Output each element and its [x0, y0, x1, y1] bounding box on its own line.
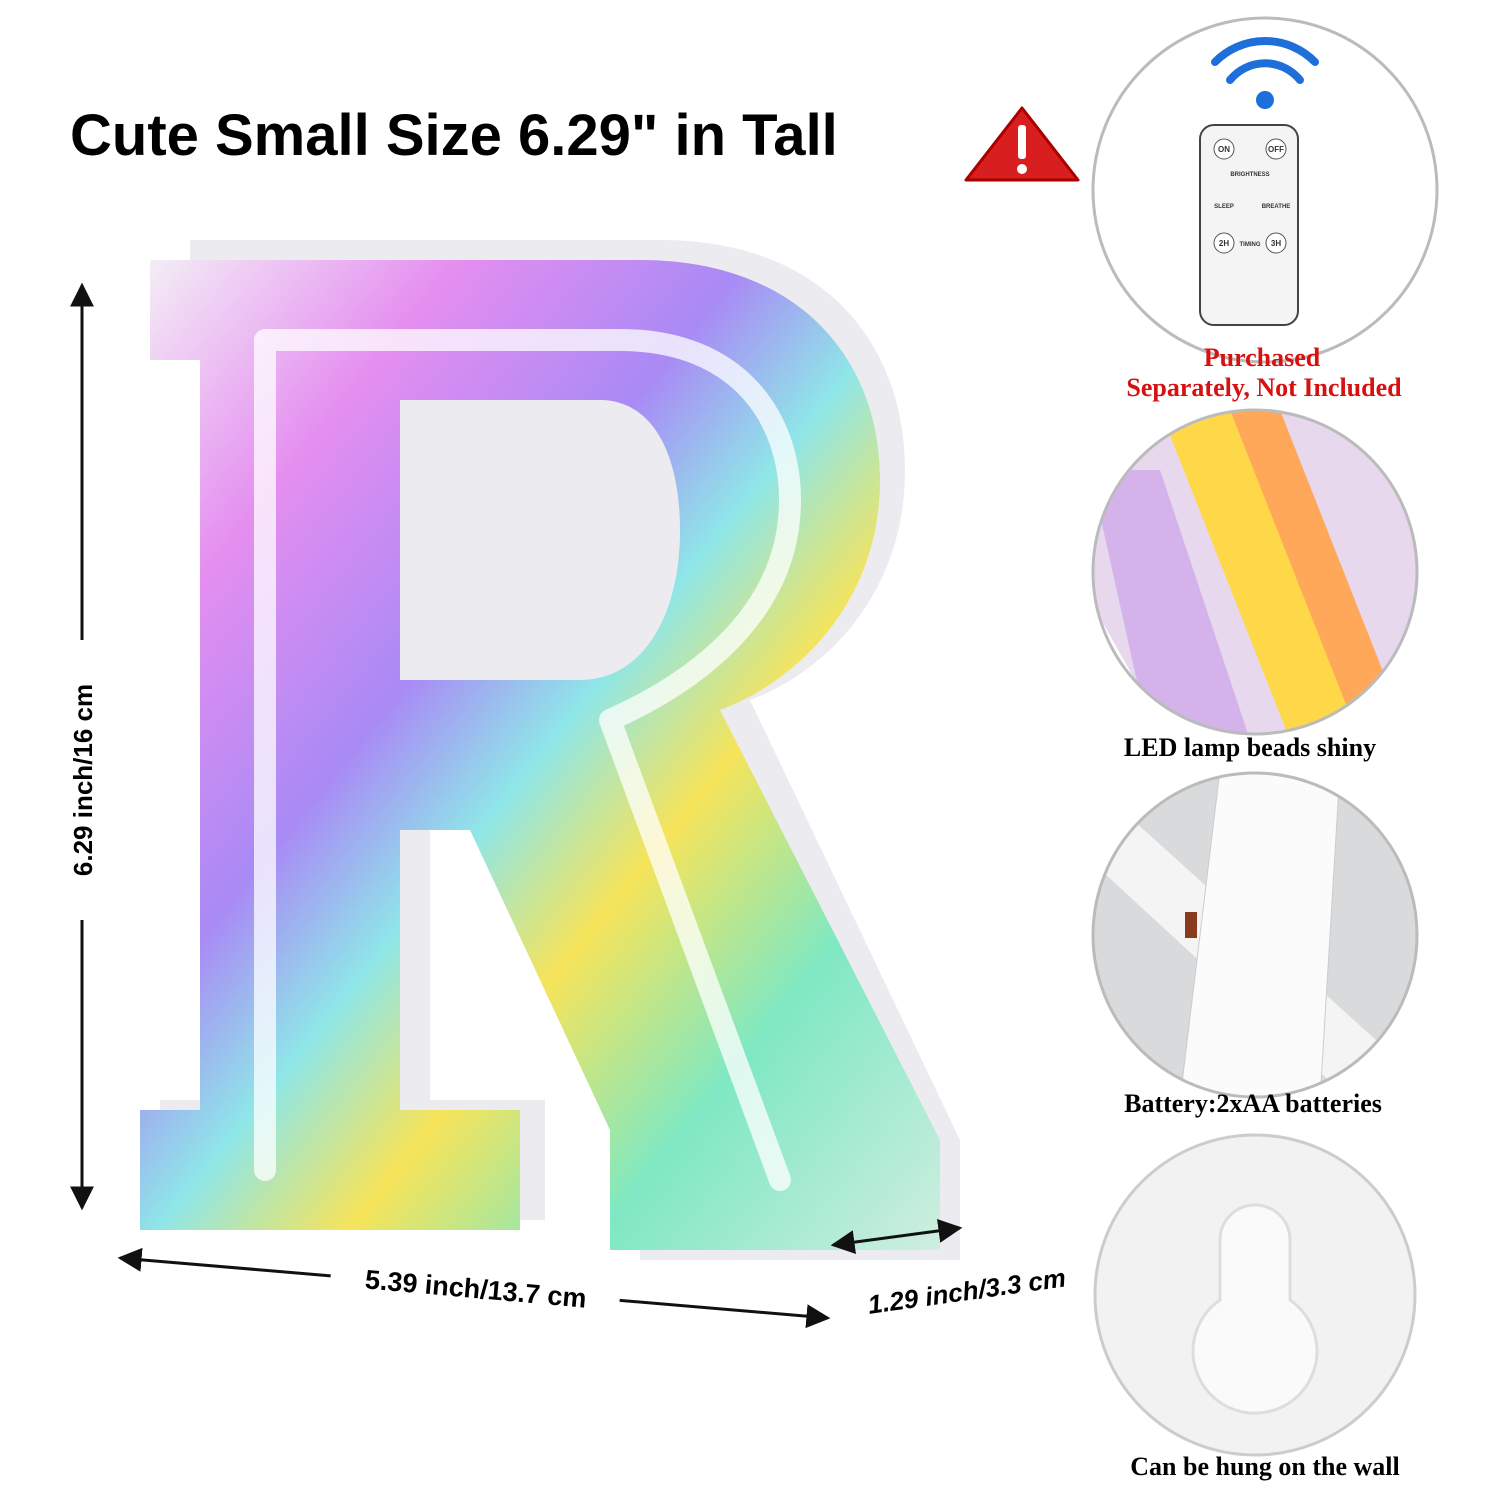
wifi-icon: [1211, 36, 1319, 109]
remote-button-label: BREATHE: [1262, 204, 1291, 210]
depth-label: 1.29 inch/3.3 cm: [866, 1262, 1068, 1319]
remote-button-label: SLEEP: [1214, 204, 1234, 210]
battery-photo: [1093, 773, 1417, 1097]
remote-button: [1265, 138, 1287, 160]
hanger-slot: [1191, 1203, 1319, 1415]
height-label: 6.29 inch/16 cm: [68, 684, 98, 876]
remote-button: [1265, 232, 1287, 254]
feature-caption: Can be hung on the wall: [1130, 1452, 1399, 1481]
letter-r: [140, 240, 960, 1260]
remote-button: [1213, 138, 1235, 160]
remote-button: [1213, 232, 1235, 254]
depth-arrow: [830, 1218, 963, 1255]
remote-button-label: BRIGHTNESS: [1230, 172, 1269, 178]
remote: [1199, 124, 1299, 326]
remote-button-label: ON: [1218, 145, 1230, 154]
remote-note: Separately, Not Included: [1126, 373, 1402, 402]
remote-button-label: 2H: [1219, 239, 1229, 248]
feature-caption: LED lamp beads shiny: [1124, 733, 1376, 762]
feature-caption: Battery:2xAA batteries: [1124, 1089, 1382, 1118]
warning-icon: [964, 106, 1080, 182]
remote-note: Purchased: [1204, 343, 1321, 372]
remote-button-label: OFF: [1268, 145, 1284, 154]
remote-button-label: TIMING: [1240, 242, 1261, 248]
remote-button-label: 3H: [1271, 239, 1281, 248]
title: Cute Small Size 6.29" in Tall: [70, 103, 838, 168]
